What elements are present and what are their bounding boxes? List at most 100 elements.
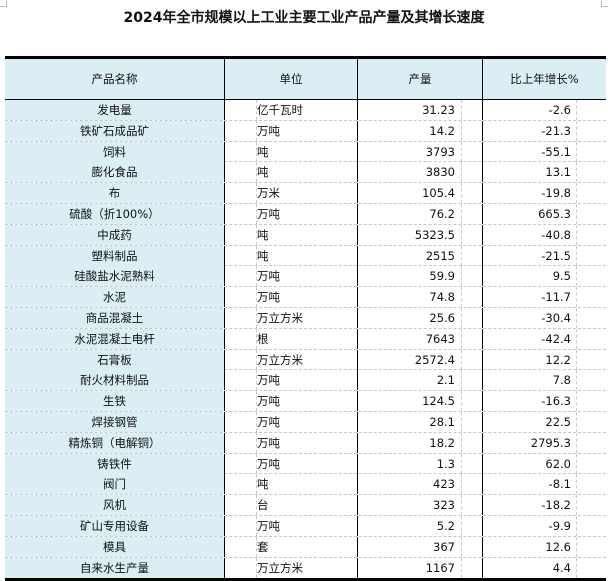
output-cell: 76.2 <box>358 203 483 224</box>
product-name-cell: 中成药 <box>5 224 225 245</box>
growth-cell: -30.4 <box>483 307 606 328</box>
growth-cell: -40.8 <box>483 224 606 245</box>
unit-cell: 万吨 <box>225 391 358 412</box>
output-cell: 5.2 <box>358 515 483 536</box>
output-cell: 367 <box>358 536 483 557</box>
product-name-cell: 塑料制品 <box>5 245 225 266</box>
unit-cell: 万立方米 <box>225 557 358 579</box>
product-name-cell: 商品混凝土 <box>5 307 225 328</box>
table-row: 水泥 万吨 74.8 -11.7 <box>5 287 606 308</box>
growth-cell: -16.3 <box>483 391 606 412</box>
unit-cell: 万吨 <box>225 432 358 453</box>
unit-cell: 吨 <box>225 141 358 162</box>
output-cell: 31.23 <box>358 100 483 120</box>
growth-cell: -2.6 <box>483 100 606 120</box>
unit-cell: 吨 <box>225 245 358 266</box>
table-row: 铁矿石成品矿 万吨 14.2 -21.3 <box>5 120 606 142</box>
growth-cell: 22.5 <box>483 411 606 432</box>
product-name-cell: 焊接钢管 <box>5 411 225 432</box>
growth-cell: -9.9 <box>483 515 606 536</box>
unit-cell: 亿千瓦时 <box>225 100 358 120</box>
output-cell: 2515 <box>358 245 483 266</box>
table-row: 生铁 万吨 124.5 -16.3 <box>5 391 606 412</box>
table-row: 自来水生产量 万立方米 1167 4.4 <box>5 557 606 579</box>
growth-cell: -8.1 <box>483 474 606 495</box>
product-name-cell: 石膏板 <box>5 349 225 370</box>
product-name-cell: 生铁 <box>5 391 225 412</box>
unit-cell: 吨 <box>225 224 358 245</box>
product-name-cell: 水泥 <box>5 287 225 308</box>
table-row: 铸铁件 万吨 1.3 62.0 <box>5 453 606 475</box>
table-row: 模具套 367 12.6 <box>5 536 606 558</box>
page-corner-mark <box>601 0 608 7</box>
unit-cell: 万米 <box>225 183 358 204</box>
growth-cell: 9.5 <box>483 266 606 287</box>
unit-cell: 万吨 <box>225 203 358 224</box>
table-header-row: 产品名称 单位 产量 比上年增长% <box>5 59 606 100</box>
growth-cell: -21.5 <box>483 245 606 266</box>
unit-cell: 万立方米 <box>225 307 358 328</box>
unit-cell: 万吨 <box>225 287 358 308</box>
unit-cell: 吨 <box>225 162 358 183</box>
growth-cell: 665.3 <box>483 203 606 224</box>
table-row: 膨化食品吨 3830 13.1 <box>5 162 606 184</box>
output-cell: 3830 <box>358 162 483 183</box>
growth-cell: 2795.3 <box>483 432 606 453</box>
output-cell: 74.8 <box>358 287 483 308</box>
product-name-cell: 模具 <box>5 536 225 557</box>
unit-cell: 万吨 <box>225 453 358 474</box>
unit-cell: 台 <box>225 495 358 516</box>
table-row: 石膏板 万立方米 2572.4 12.2 <box>5 349 606 371</box>
header-output: 产量 <box>358 59 483 99</box>
page-corner-mark <box>0 0 7 7</box>
output-cell: 28.1 <box>358 411 483 432</box>
output-cell: 2572.4 <box>358 349 483 370</box>
table-row: 商品混凝土 万立方米 25.6 -30.4 <box>5 307 606 329</box>
product-name-cell: 阀门 <box>5 474 225 495</box>
growth-cell: 12.2 <box>483 349 606 370</box>
table-row: 塑料制品吨 2515 -21.5 <box>5 245 606 267</box>
table-row: 硫酸（折100%） 万吨 76.2 665.3 <box>5 203 606 225</box>
table-row: 硅酸盐水泥熟料 万吨 59.9 9.5 <box>5 266 606 288</box>
product-name-cell: 精炼铜（电解铜） <box>5 432 225 453</box>
product-name-cell: 饲料 <box>5 141 225 162</box>
growth-cell: -11.7 <box>483 287 606 308</box>
growth-cell: 13.1 <box>483 162 606 183</box>
product-name-cell: 布 <box>5 183 225 204</box>
output-cell: 14.2 <box>358 120 483 141</box>
table-row: 风机台 323 -18.2 <box>5 495 606 516</box>
header-growth: 比上年增长% <box>483 59 606 99</box>
production-table: 产品名称 单位 产量 比上年增长% 发电量 亿千瓦时 31.23 -2.6 铁矿石成品矿… <box>5 56 606 581</box>
output-cell: 105.4 <box>358 183 483 204</box>
output-cell: 423 <box>358 474 483 495</box>
table-row: 布万米 105.4 -19.8 <box>5 183 606 204</box>
growth-cell: -19.8 <box>483 183 606 204</box>
unit-cell: 万吨 <box>225 411 358 432</box>
unit-cell: 万吨 <box>225 266 358 287</box>
output-cell: 124.5 <box>358 391 483 412</box>
growth-cell: -55.1 <box>483 141 606 162</box>
unit-cell: 万吨 <box>225 120 358 141</box>
product-name-cell: 硅酸盐水泥熟料 <box>5 266 225 287</box>
growth-cell: 7.8 <box>483 370 606 391</box>
product-name-cell: 发电量 <box>5 100 225 120</box>
growth-cell: -21.3 <box>483 120 606 141</box>
growth-cell: 62.0 <box>483 453 606 474</box>
table-row: 饲料吨 3793 -55.1 <box>5 141 606 163</box>
product-name-cell: 铸铁件 <box>5 453 225 474</box>
output-cell: 1167 <box>358 557 483 579</box>
output-cell: 5323.5 <box>358 224 483 245</box>
unit-cell: 吨 <box>225 474 358 495</box>
table-row: 中成药吨 5323.5 -40.8 <box>5 224 606 246</box>
product-name-cell: 铁矿石成品矿 <box>5 120 225 141</box>
growth-cell: -18.2 <box>483 495 606 516</box>
header-unit: 单位 <box>225 59 358 99</box>
output-cell: 2.1 <box>358 370 483 391</box>
product-name-cell: 耐火材料制品 <box>5 370 225 391</box>
product-name-cell: 风机 <box>5 495 225 516</box>
table-row: 阀门吨 423 -8.1 <box>5 474 606 496</box>
output-cell: 18.2 <box>358 432 483 453</box>
unit-cell: 根 <box>225 328 358 349</box>
table-title: 2024年全市规模以上工业主要工业产品产量及其增长速度 <box>123 10 485 26</box>
output-cell: 323 <box>358 495 483 516</box>
